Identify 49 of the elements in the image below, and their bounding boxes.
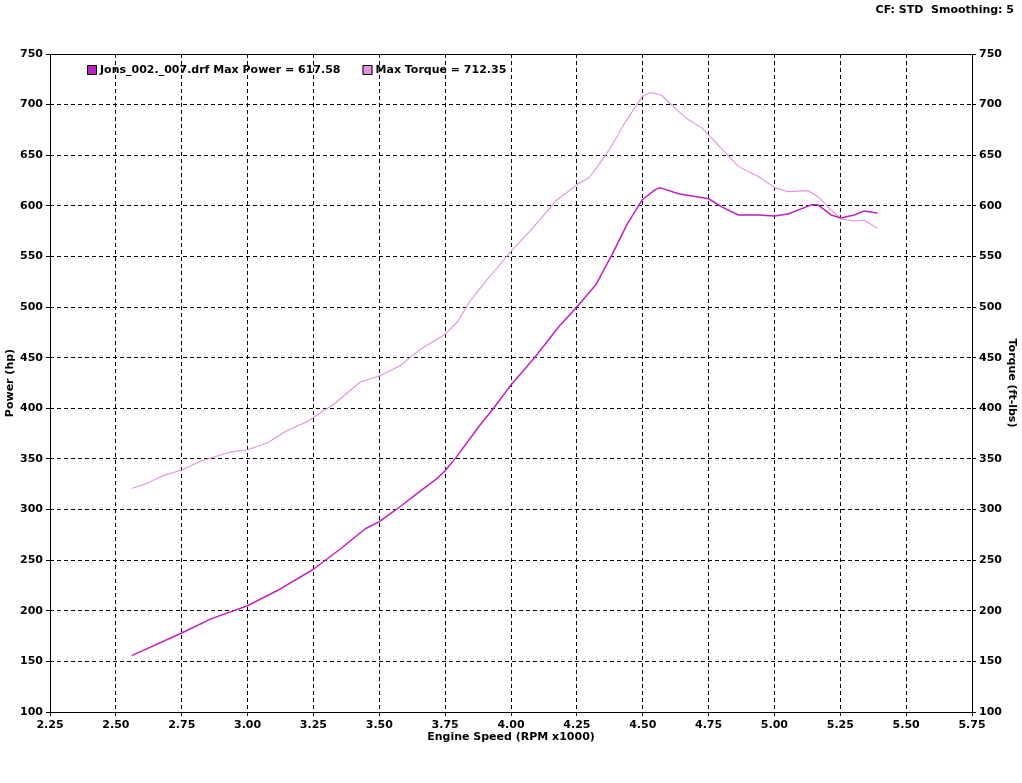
y-tick-label: 250 <box>20 553 44 567</box>
y2-tick-label: 500 <box>979 299 1003 313</box>
y2-axis-title: Torque (ft-lbs) <box>1005 338 1019 428</box>
y-tick-label: 600 <box>20 198 44 212</box>
y2-tick-label: 550 <box>979 249 1003 263</box>
x-tick-label: 4.25 <box>563 718 591 732</box>
x-tick-label: 4.00 <box>497 718 525 732</box>
y-tick-label: 450 <box>20 350 44 364</box>
x-tick-label: 5.75 <box>958 718 986 732</box>
x-tick-label: 5.00 <box>760 718 789 732</box>
y2-tick-label: 200 <box>979 603 1003 617</box>
y-tick-label: 200 <box>20 603 44 617</box>
y-tick-label: 350 <box>20 451 44 465</box>
y-tick-label: 100 <box>20 704 44 718</box>
y-tick-label: 400 <box>20 401 44 415</box>
x-tick-label: 2.75 <box>168 718 196 732</box>
x-tick-label: 3.00 <box>234 718 262 732</box>
x-tick-label: 5.50 <box>892 718 921 732</box>
y2-tick-label: 150 <box>979 654 1003 668</box>
x-tick-label: 3.25 <box>299 718 327 732</box>
y-tick-label: 500 <box>20 299 44 313</box>
y2-tick-label: 100 <box>979 704 1003 718</box>
legend-label: Max Torque = 712.35 <box>375 62 507 76</box>
x-tick-label: 3.75 <box>431 718 459 732</box>
text: CF: STD Smoothing: 5 <box>875 2 1014 16</box>
x-tick-label: 2.25 <box>36 718 64 732</box>
y2-tick-label: 300 <box>979 502 1003 516</box>
legend-label: Jons_002._007.drf Max Power = 617.58 <box>99 62 341 76</box>
y-tick-label: 700 <box>20 97 44 111</box>
y2-tick-label: 250 <box>979 553 1003 567</box>
y-axis-title: Power (hp) <box>3 348 17 418</box>
x-axis-title: Engine Speed (RPM x1000) <box>427 730 595 744</box>
y2-tick-label: 400 <box>979 401 1003 415</box>
y2-tick-label: 700 <box>979 97 1003 111</box>
x-tick-label: 4.50 <box>629 718 657 732</box>
y-tick-label: 300 <box>20 502 44 516</box>
y-tick-label: 750 <box>20 46 44 60</box>
y2-tick-label: 600 <box>979 198 1003 212</box>
y-tick-label: 550 <box>20 249 44 263</box>
x-tick-label: 3.50 <box>365 718 394 732</box>
y2-tick-label: 450 <box>979 350 1003 364</box>
x-tick-label: 4.75 <box>695 718 723 732</box>
x-tick-label: 5.25 <box>826 718 854 732</box>
y2-tick-label: 350 <box>979 451 1003 465</box>
y2-tick-label: 650 <box>979 148 1003 162</box>
y-tick-label: 150 <box>20 654 44 668</box>
y2-tick-label: 750 <box>979 46 1003 60</box>
x-tick-label: 2.50 <box>102 718 130 732</box>
y-tick-label: 650 <box>20 148 44 162</box>
